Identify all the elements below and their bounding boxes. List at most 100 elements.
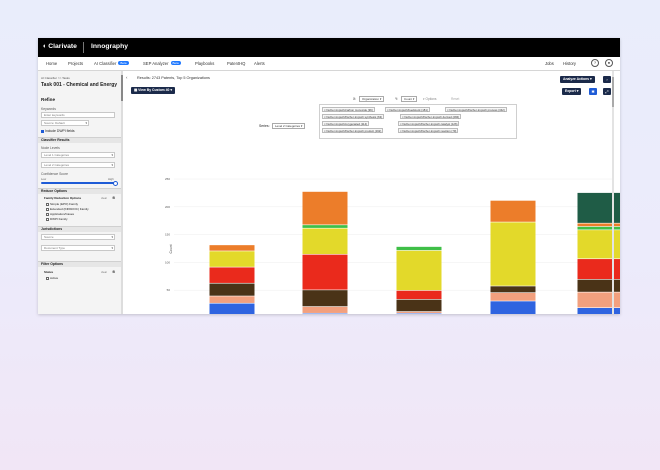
series-tag[interactable]: × fischer-tropsch/fischer-tropsch proces…: [445, 107, 507, 112]
close-icon[interactable]: ×: [324, 108, 327, 112]
series-select[interactable]: Level 2 Categories ▾: [272, 123, 306, 129]
y-axis-select[interactable]: Count ▾: [401, 96, 418, 102]
series-tag[interactable]: × fischer-tropsch/oxygenated (114): [322, 121, 370, 126]
x-axis-select[interactable]: Organization ▾: [359, 96, 385, 102]
bar-segment: [490, 222, 536, 286]
nav-projects[interactable]: Projects: [68, 61, 83, 66]
series-tag-box[interactable]: × fischer-tropsch/carbon monoxide (96) × …: [319, 104, 517, 139]
jurisdiction-select[interactable]: Source ▾: [41, 234, 115, 240]
confidence-slider[interactable]: [41, 182, 115, 184]
close-circle-icon[interactable]: ⊗: [112, 269, 116, 274]
series-tag-label: fischer-tropsch/fischer-tropsch product …: [326, 129, 382, 133]
keywords-input[interactable]: Enter keywords: [41, 112, 115, 118]
nav-playbooks[interactable]: Playbooks: [195, 61, 214, 66]
reset-link[interactable]: Reset: [451, 97, 460, 101]
expand-icon[interactable]: ⤢: [603, 88, 611, 95]
series-tag[interactable]: × fischer-tropsch/fischer-tropsch synthe…: [322, 114, 385, 119]
family-option[interactable]: Simple (EPO) Family: [46, 202, 78, 206]
main-scrollbar[interactable]: [612, 71, 614, 314]
status-clear-link[interactable]: clear: [101, 270, 108, 274]
source-select-value: Source: Default: [44, 121, 65, 125]
bar-segment: [396, 299, 442, 312]
confidence-slider-handle[interactable]: [113, 180, 118, 186]
user-icon[interactable]: ●: [605, 59, 613, 67]
nav-history[interactable]: History: [563, 61, 576, 66]
product-name: Innography: [91, 43, 129, 50]
collapse-chevron-icon[interactable]: ‹: [126, 75, 128, 80]
main-scroll-thumb[interactable]: [612, 77, 614, 107]
y-tick-label: 100: [165, 260, 170, 264]
document-type-select[interactable]: Document Type ▾: [41, 245, 115, 251]
family-option[interactable]: DWPI Family: [46, 217, 68, 221]
close-icon[interactable]: ×: [400, 129, 403, 133]
filter-section[interactable]: Filter Options: [38, 261, 121, 267]
level2-select[interactable]: Level 2 Categories ▾: [41, 162, 115, 168]
y-axis-title: Count: [169, 244, 173, 253]
chevron-down-icon: ▾: [111, 235, 113, 239]
radio-icon: [46, 212, 49, 216]
bar-segment: [302, 191, 348, 225]
brand-divider: [83, 42, 84, 53]
close-icon[interactable]: ×: [402, 115, 405, 119]
settings-icon[interactable]: ✱: [589, 88, 597, 95]
nav-sep-analyzer-label: SEP Analyzer: [143, 61, 169, 66]
view-by-button[interactable]: ▦ View By Custom 40 ▾: [131, 87, 176, 94]
series-tag[interactable]: × fischer-tropsch/fischer-tropsch derive…: [400, 114, 462, 119]
level1-select[interactable]: Level 1 Categories ▾: [41, 152, 115, 158]
series-tag[interactable]: × fischer-tropsch/fischer-tropsch reacti…: [398, 128, 459, 133]
help-icon[interactable]: ?: [591, 59, 599, 67]
view-by-label: View By Custom 40: [138, 88, 170, 92]
series-tag[interactable]: × fischer-tropsch/carbon monoxide (96): [322, 107, 375, 112]
y-tick-label: 200: [165, 205, 170, 209]
family-option[interactable]: Application/Cases: [46, 212, 74, 216]
clarivate-logo[interactable]: ◖ Clarivate: [42, 43, 77, 50]
export-button[interactable]: Export ▾: [562, 88, 582, 95]
close-circle-icon[interactable]: ⊗: [112, 195, 116, 200]
family-label: Family Reduction Options: [44, 196, 82, 200]
status-option-active[interactable]: Active: [46, 276, 58, 280]
family-option-label: Application/Cases: [50, 212, 75, 216]
chevron-down-icon: ▾: [589, 77, 592, 81]
nav-patenthq[interactable]: PatentHQ: [227, 61, 245, 66]
radio-icon: [46, 202, 49, 206]
analyze-actions-button[interactable]: Analyze Actions ▾: [560, 76, 595, 83]
nav-jobs[interactable]: Jobs: [545, 61, 554, 66]
family-option-label: Extended (INPADOC) Family: [50, 207, 89, 211]
family-option[interactable]: Extended (INPADOC) Family: [46, 207, 89, 211]
nav-ai-classifier[interactable]: AI Classifier Beta: [94, 61, 129, 66]
nav-jobs-label: Jobs: [545, 61, 554, 66]
options-toggle[interactable]: ▾ Options: [423, 97, 437, 101]
close-icon[interactable]: ×: [400, 122, 403, 126]
series-tag-label: fischer-tropsch/fischer-tropsch synthesi…: [326, 115, 383, 119]
reduce-section[interactable]: Reduce Options: [38, 188, 121, 194]
include-dwpi-checkbox[interactable]: Include DWPI fields: [41, 129, 75, 133]
bar-segment: [302, 290, 348, 307]
bar-segment: [302, 225, 348, 228]
sidebar-scroll-thumb[interactable]: [121, 75, 123, 101]
nav-home[interactable]: Home: [46, 61, 57, 66]
classifier-section[interactable]: Classifier Results: [38, 137, 121, 143]
y-axis-label: Y:: [395, 97, 399, 101]
y-axis-value: Count: [404, 97, 413, 101]
close-icon[interactable]: ×: [387, 108, 390, 112]
jurisdictions-section[interactable]: Jurisdictions: [38, 226, 121, 232]
checkbox-icon: [46, 276, 49, 280]
source-select[interactable]: Source: Default ▾: [41, 120, 89, 126]
checkbox-checked-icon: [41, 129, 44, 133]
collapse-panel-icon[interactable]: ›: [603, 76, 611, 83]
close-icon[interactable]: ×: [324, 122, 327, 126]
breadcrumb[interactable]: AI Classifier >> Tasks: [41, 76, 70, 80]
sidebar-scrollbar[interactable]: [121, 71, 123, 314]
close-icon[interactable]: ×: [447, 108, 450, 112]
close-icon[interactable]: ×: [324, 115, 327, 119]
series-tag[interactable]: × fischer-tropsch/fischer-tropsch produc…: [322, 128, 384, 133]
nav-alerts[interactable]: Alerts: [254, 61, 265, 66]
series-tag[interactable]: × fischer-tropsch/feedstock (181): [385, 107, 430, 112]
close-icon[interactable]: ×: [324, 129, 327, 133]
x-axis-label: X:: [353, 97, 357, 101]
series-tag[interactable]: × fischer-tropsch/fischer-tropsch cataly…: [398, 121, 460, 126]
bar-segment: [396, 311, 442, 313]
series-tag-label: fischer-tropsch/oxygenated (114): [326, 122, 368, 126]
family-clear-link[interactable]: clear: [101, 196, 108, 200]
nav-sep-analyzer[interactable]: SEP Analyzer Beta: [143, 61, 181, 66]
